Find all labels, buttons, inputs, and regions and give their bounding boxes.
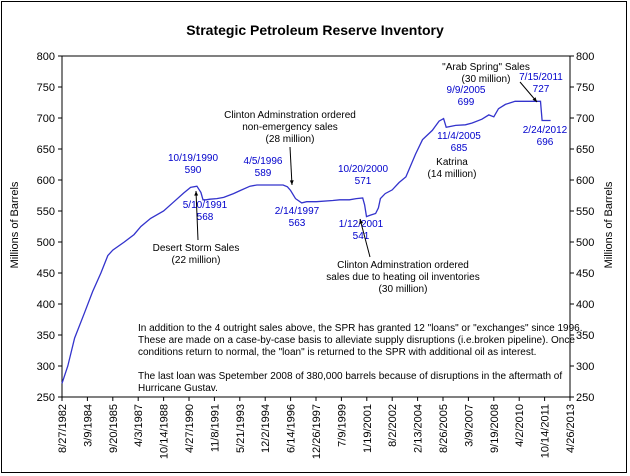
x-tick-label: 2/13/2004 [413, 404, 425, 453]
x-tick-label: 10/14/2011 [540, 404, 552, 458]
note-clinton-1: (28 million) [266, 134, 315, 145]
x-ticks: 8/27/1982 3/9/1984 9/20/1985 4/3/1987 10/14/… [57, 397, 577, 459]
annotation-value: 685 [451, 143, 468, 154]
arrow-arab-spring-head [532, 97, 537, 102]
y-tick-label-left: 250 [37, 392, 55, 404]
x-tick-label: 12/2/1994 [260, 404, 272, 453]
x-tick-label: 4/3/1987 [133, 404, 145, 447]
note-arab-spring: (30 million) [462, 74, 511, 85]
y-axis-title-right: Millions of Barrels [603, 181, 615, 268]
y-tick-label-left: 800 [37, 51, 55, 63]
y-tick-label-left: 550 [37, 206, 55, 218]
x-tick-label: 9/19/2008 [489, 404, 501, 453]
y-tick-label-right: 250 [576, 392, 594, 404]
annotation-value: 696 [537, 137, 554, 148]
x-tick-label: 9/20/1985 [108, 404, 120, 453]
note-clinton-1: Clinton Adminstration ordered [224, 110, 356, 121]
y-tick-label-left: 500 [37, 237, 55, 249]
y-tick-label-left: 350 [37, 330, 55, 342]
y-tick-label-right: 300 [576, 361, 594, 373]
x-tick-label: 1/19/2001 [362, 404, 374, 453]
x-tick-label: 4/27/1990 [184, 404, 196, 453]
y-tick-label-left: 400 [37, 299, 55, 311]
arrow-clinton-2-head [359, 219, 364, 224]
note-arab-spring: "Arab Spring" Sales [442, 62, 530, 73]
y-ticks-left: 250 300 350 400 450 500 550 600 650 700 750 800 [37, 51, 62, 404]
note-body-line: These are made on a case-by-case basis t… [138, 335, 575, 346]
y-tick-label-right: 800 [576, 51, 594, 63]
annotation-value: 563 [289, 218, 306, 229]
annotation-value: 568 [197, 212, 214, 223]
y-tick-label-left: 600 [37, 175, 55, 187]
y-tick-label-left: 700 [37, 113, 55, 125]
annotation-date: 2/24/2012 [523, 125, 568, 136]
arrow-desert-storm-head [194, 191, 199, 196]
note-body-line: Hurricane Gustav. [138, 383, 218, 394]
note-body-line: In addition to the 4 outright sales abov… [138, 323, 583, 334]
x-tick-label: 4/26/2013 [565, 404, 577, 453]
note-clinton-2: (30 million) [379, 284, 428, 295]
x-tick-label: 4/2/2010 [514, 404, 526, 447]
y-tick-label-right: 500 [576, 237, 594, 249]
arrow-clinton-2 [359, 218, 371, 258]
annotation-date: 4/5/1996 [244, 156, 283, 167]
x-tick-label: 12/26/1997 [311, 404, 323, 459]
y-tick-label-right: 650 [576, 144, 594, 156]
notes: Desert Storm Sales(22 million) Clinton Ad… [138, 62, 583, 394]
note-body-line: conditions return to normal, the "loan" … [138, 347, 536, 358]
x-tick-label: 11/8/1991 [209, 404, 221, 452]
annotation-date: 11/4/2005 [437, 131, 481, 142]
annotation-date: 10/19/1990 [168, 153, 218, 164]
annotation-value: 571 [355, 176, 372, 187]
arrow-desert-storm [195, 190, 199, 241]
arrow-clinton-1 [289, 146, 293, 186]
x-tick-label: 7/9/1999 [336, 404, 348, 447]
annotation-date: 2/14/1997 [275, 206, 320, 217]
x-tick-label: 8/27/1982 [57, 404, 69, 453]
annotation-date: 7/15/2011 [519, 72, 563, 83]
note-katrina: (14 million) [428, 169, 477, 180]
y-ticks-right: 250 300 350 400 450 500 550 600 650 700 750 800 [570, 51, 594, 404]
y-tick-label-right: 700 [576, 113, 594, 125]
annotation-date: 5/10/1991 [183, 200, 228, 211]
x-tick-label: 8/26/2005 [438, 404, 450, 453]
annotation-value: 589 [255, 168, 272, 179]
y-tick-label-right: 750 [576, 82, 594, 94]
y-tick-label-left: 300 [37, 361, 55, 373]
annotation-value: 541 [353, 231, 370, 242]
note-clinton-1: non-emergency sales [242, 122, 338, 133]
note-clinton-2: sales due to heating oil inventories [326, 272, 479, 283]
y-tick-label-right: 350 [576, 330, 594, 342]
y-tick-label-left: 750 [37, 82, 55, 94]
y-tick-label-left: 650 [37, 144, 55, 156]
x-tick-label: 8/2/2002 [387, 404, 399, 447]
y-tick-label-left: 450 [37, 268, 55, 280]
x-tick-label: 10/14/1988 [159, 404, 171, 459]
x-tick-label: 3/9/2007 [463, 404, 475, 447]
note-body-line: The last loan was Spetember 2008 of 380,… [138, 371, 562, 382]
annotation-date: 9/9/2005 [447, 85, 486, 96]
annotation-date: 10/20/2000 [338, 164, 388, 175]
y-axis-title-left: Millions of Barrels [9, 181, 21, 268]
x-tick-label: 3/9/1984 [82, 404, 94, 447]
y-tick-label-right: 400 [576, 299, 594, 311]
chart-title: Strategic Petroleum Reserve Inventory [186, 22, 444, 38]
annotation-value: 699 [458, 97, 475, 108]
inventory-line [61, 100, 551, 384]
y-tick-label-right: 550 [576, 206, 594, 218]
annotation-value: 590 [185, 165, 202, 176]
x-tick-label: 5/21/1993 [235, 404, 247, 453]
note-desert-storm: Desert Storm Sales [153, 243, 240, 254]
note-desert-storm: (22 million) [172, 255, 221, 266]
note-clinton-2: Clinton Adminstration ordered [337, 260, 469, 271]
y-tick-label-right: 450 [576, 268, 594, 280]
note-katrina: Katrina [436, 157, 468, 168]
arrow-clinton-1-head [289, 180, 294, 185]
annotation-value: 727 [533, 84, 550, 95]
x-tick-label: 6/14/1996 [286, 404, 298, 453]
y-tick-label-right: 600 [576, 175, 594, 187]
